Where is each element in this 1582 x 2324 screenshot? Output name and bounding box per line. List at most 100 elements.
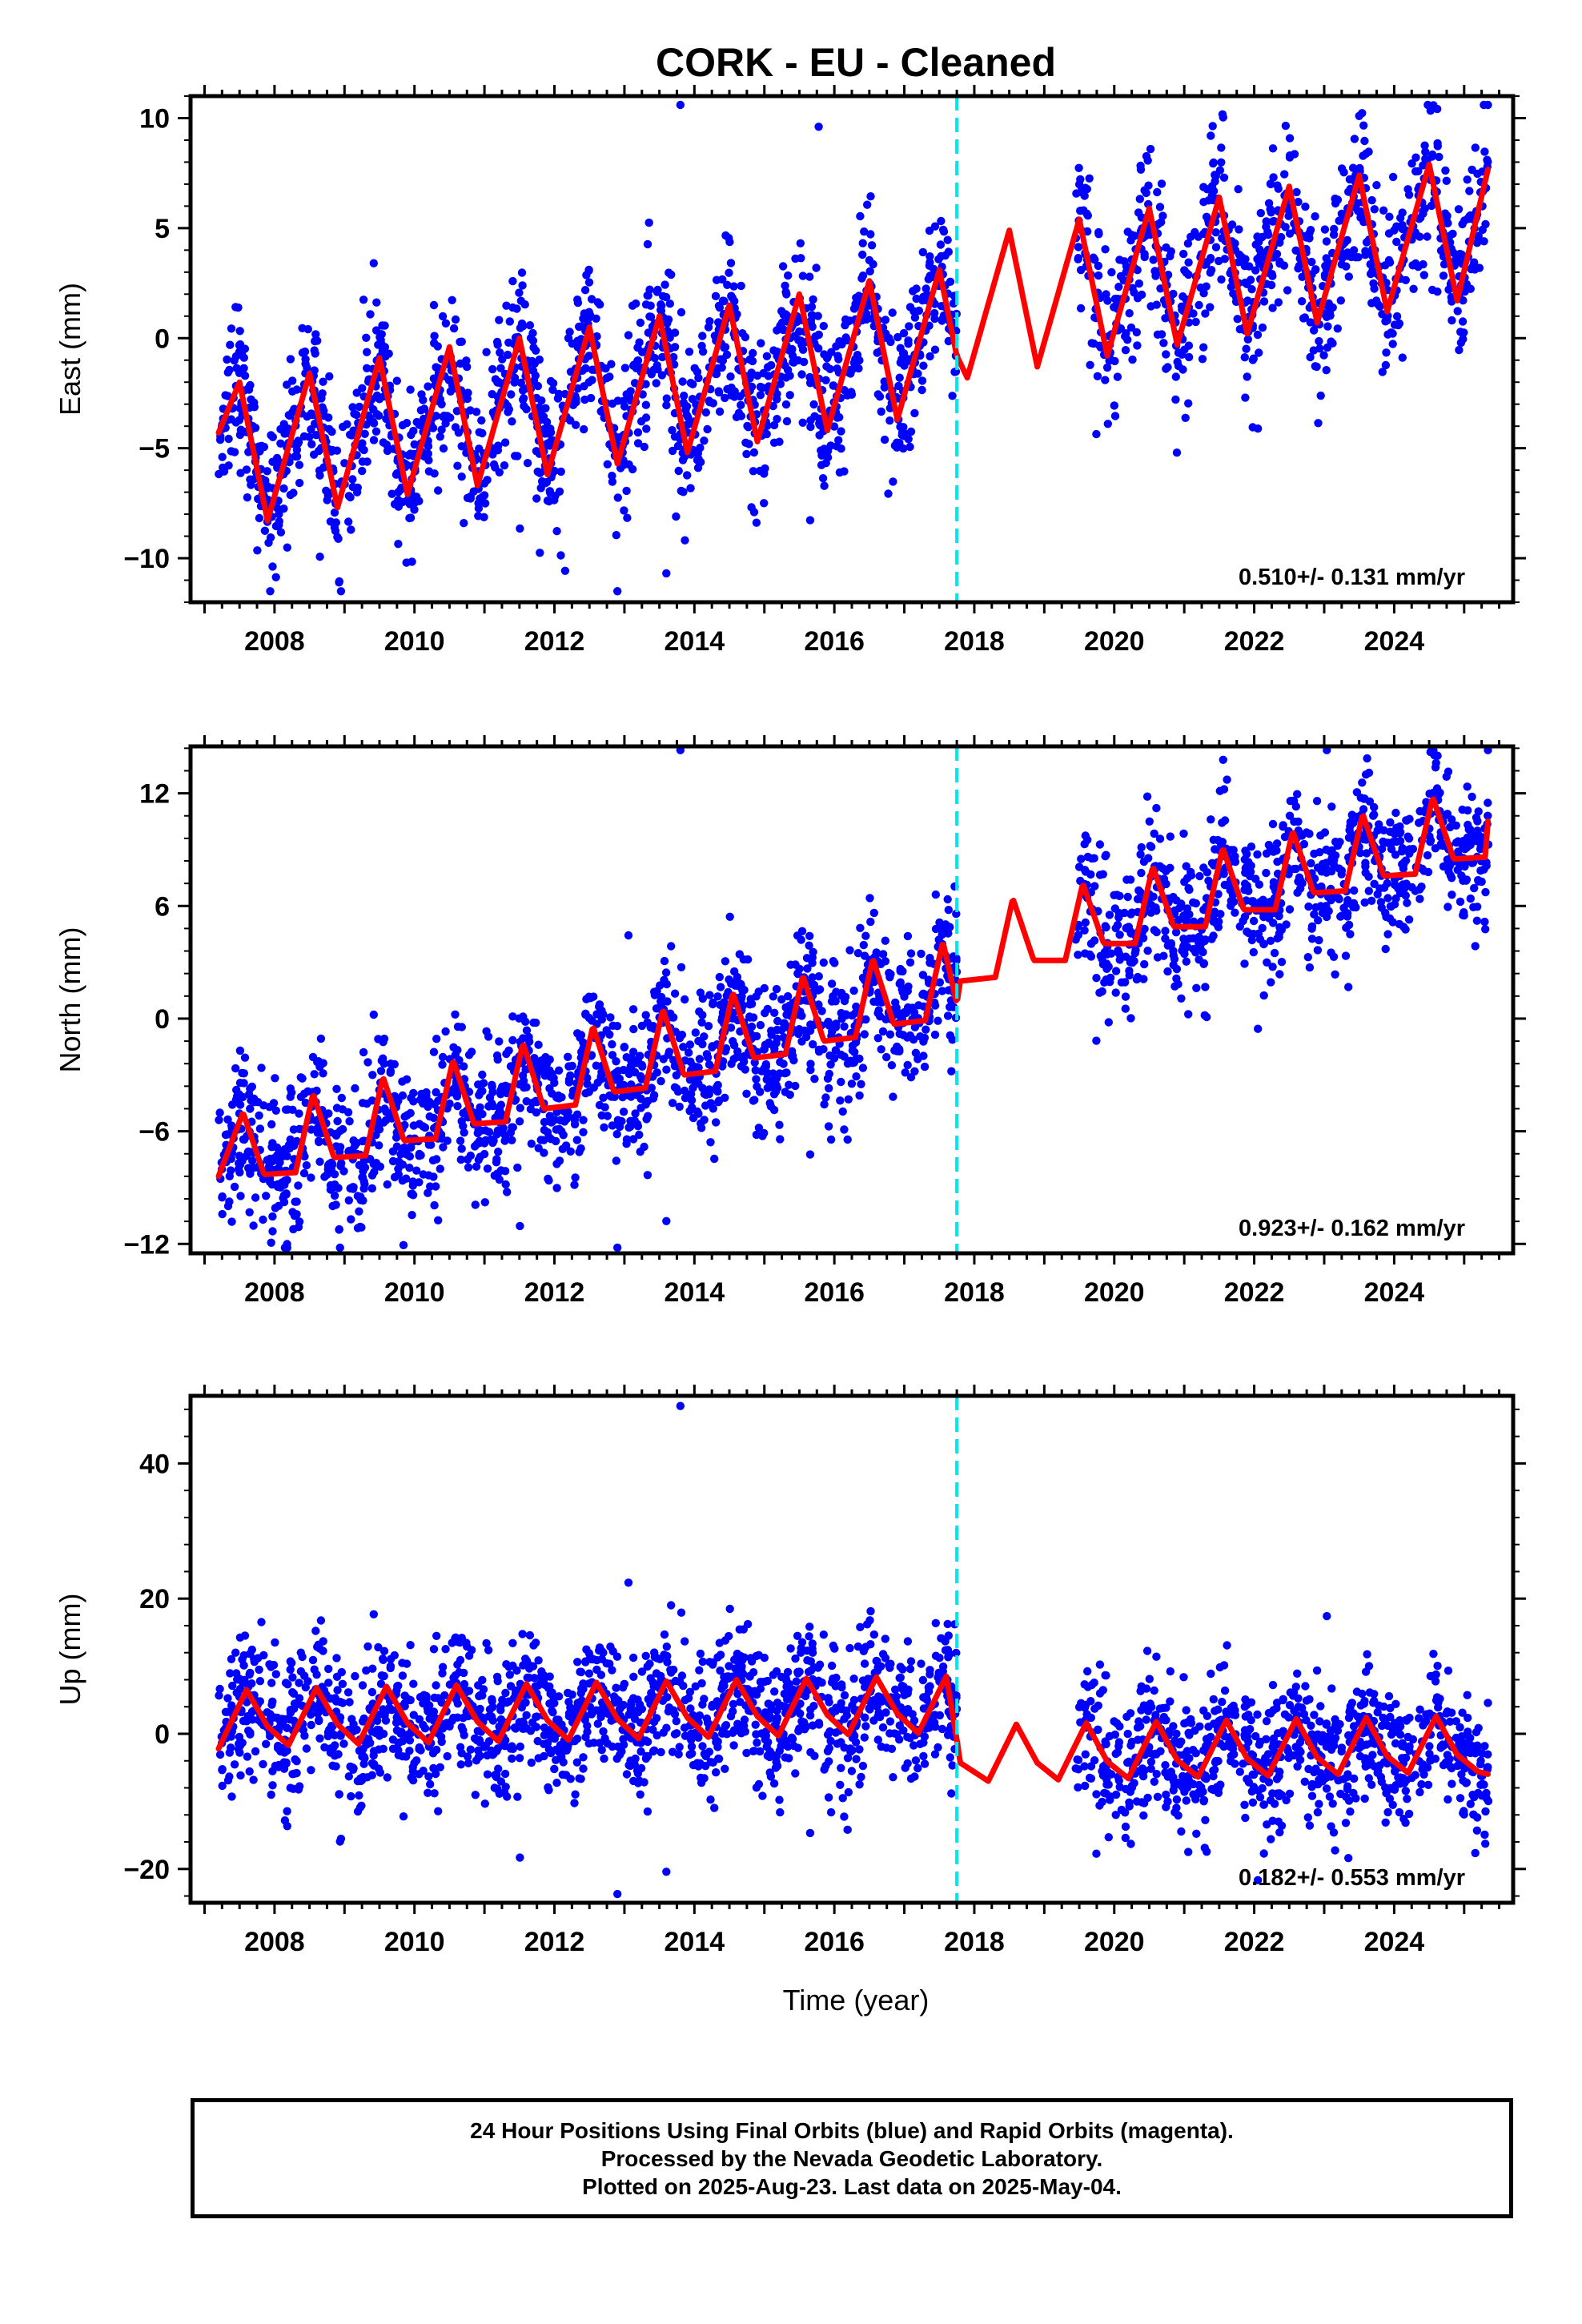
observation-point	[1120, 257, 1129, 266]
observation-point	[737, 1062, 746, 1071]
observation-point	[680, 1086, 689, 1096]
observation-point	[586, 393, 596, 403]
observation-point	[1220, 255, 1230, 263]
observation-point	[564, 1078, 574, 1087]
observation-point	[1407, 159, 1416, 168]
observation-point	[840, 1022, 849, 1031]
observation-point	[947, 1067, 956, 1076]
observation-point	[737, 281, 745, 291]
observation-point	[1114, 283, 1123, 292]
observation-point	[225, 1172, 234, 1181]
observation-point	[697, 341, 706, 351]
observation-point	[681, 1093, 690, 1103]
observation-point	[919, 1051, 928, 1060]
observation-point	[276, 528, 286, 537]
observation-point	[1355, 207, 1365, 216]
observation-point	[488, 1082, 496, 1092]
observation-point	[623, 513, 632, 522]
observation-point	[448, 296, 456, 304]
observation-point	[1106, 978, 1114, 987]
observation-point	[332, 1104, 342, 1112]
observation-point	[1476, 866, 1485, 875]
observation-point	[763, 1004, 772, 1014]
observation-point	[612, 1243, 622, 1252]
observation-point	[677, 963, 686, 972]
observation-point	[488, 1101, 498, 1111]
observation-point	[747, 503, 756, 512]
observation-point	[1411, 153, 1420, 162]
observation-point	[700, 1032, 709, 1041]
observation-point	[1421, 155, 1430, 163]
observation-point	[544, 1176, 553, 1185]
observation-point	[1426, 747, 1435, 757]
observation-point	[1269, 919, 1278, 927]
observation-point	[350, 409, 359, 418]
observation-point	[849, 358, 859, 368]
observation-point	[1459, 876, 1468, 886]
observation-point	[1102, 290, 1110, 299]
observation-point	[1425, 832, 1434, 841]
observation-point	[607, 360, 616, 368]
observation-point	[658, 352, 667, 362]
observation-point	[784, 1010, 793, 1019]
observation-point	[863, 200, 872, 209]
observation-point	[877, 407, 885, 416]
observation-point	[302, 1161, 311, 1170]
observation-point	[1460, 862, 1469, 871]
observation-point	[1343, 248, 1352, 257]
observation-point	[266, 533, 275, 542]
observation-point	[1458, 841, 1467, 850]
observation-point	[921, 1025, 930, 1034]
observation-point	[825, 1084, 833, 1093]
observation-point	[685, 1040, 695, 1049]
observation-point	[832, 987, 841, 996]
observation-point	[725, 268, 733, 277]
observation-point	[343, 420, 351, 428]
observation-point	[1266, 936, 1275, 946]
observation-point	[1172, 974, 1181, 983]
observation-point	[716, 1000, 725, 1010]
observation-point	[555, 1124, 564, 1134]
observation-point	[1475, 263, 1484, 272]
observation-point	[480, 499, 490, 508]
observation-point	[910, 408, 919, 418]
observation-point	[315, 1136, 323, 1146]
observation-point	[579, 1038, 588, 1047]
panel-north: 2008 2010 2012 2014 2016 2018 2020 2022 20241260…	[54, 735, 1526, 1308]
observation-point	[1361, 247, 1370, 255]
observation-point	[1395, 919, 1404, 929]
observation-point	[430, 1200, 439, 1210]
observation-point	[756, 1020, 765, 1030]
observation-point	[592, 1061, 600, 1070]
observation-point	[231, 303, 240, 312]
observation-point	[711, 292, 721, 300]
observation-point	[1110, 401, 1119, 410]
observation-point	[1191, 899, 1201, 908]
observation-point	[930, 264, 938, 274]
observation-point	[493, 1055, 502, 1064]
observation-point	[292, 445, 302, 454]
observation-point	[1200, 1011, 1210, 1020]
observation-point	[878, 1027, 888, 1036]
observation-point	[1219, 113, 1228, 122]
x-tick-label: 2024	[1364, 626, 1425, 657]
observation-point	[1300, 313, 1310, 322]
observation-point	[743, 955, 753, 964]
observation-point	[315, 446, 323, 456]
observation-point	[1285, 811, 1295, 820]
observation-point	[662, 569, 671, 578]
observation-point	[1166, 832, 1175, 841]
observation-point	[930, 222, 940, 231]
observation-point	[1313, 946, 1323, 955]
observation-point	[1080, 926, 1089, 935]
observation-point	[507, 390, 516, 399]
observation-point	[215, 436, 225, 444]
observation-point	[726, 1023, 736, 1032]
observation-point	[919, 361, 928, 370]
observation-point	[613, 493, 622, 502]
observation-point	[1327, 802, 1336, 811]
observation-point	[828, 1027, 837, 1036]
observation-point	[579, 314, 588, 323]
observation-point	[905, 442, 914, 452]
observation-point	[872, 948, 881, 957]
